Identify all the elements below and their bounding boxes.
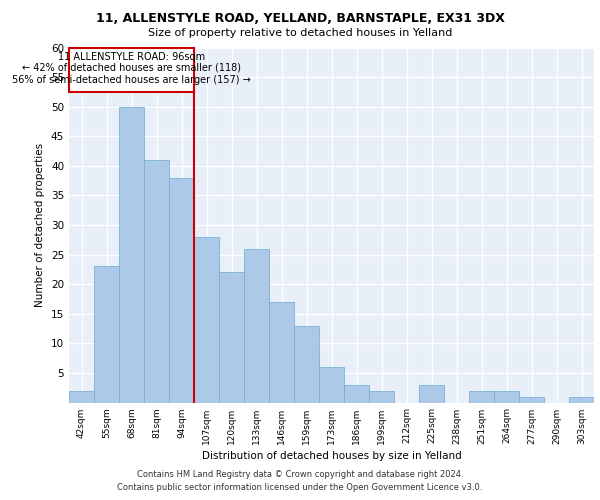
Bar [319, 367, 344, 402]
Y-axis label: Number of detached properties: Number of detached properties [35, 143, 46, 307]
Bar [144, 160, 169, 402]
X-axis label: Distribution of detached houses by size in Yelland: Distribution of detached houses by size … [202, 450, 461, 460]
Bar [194, 237, 219, 402]
Bar [244, 248, 269, 402]
Bar [69, 48, 194, 92]
Bar [94, 266, 119, 402]
Bar [219, 272, 244, 402]
Bar [119, 106, 144, 403]
Bar [494, 390, 519, 402]
Text: ← 42% of detached houses are smaller (118): ← 42% of detached houses are smaller (11… [22, 63, 241, 73]
Bar [169, 178, 194, 402]
Bar [469, 390, 494, 402]
Bar [569, 396, 594, 402]
Text: 11 ALLENSTYLE ROAD: 96sqm: 11 ALLENSTYLE ROAD: 96sqm [58, 52, 205, 62]
Bar [269, 302, 294, 402]
Bar [344, 385, 369, 402]
Text: 56% of semi-detached houses are larger (157) →: 56% of semi-detached houses are larger (… [12, 74, 251, 85]
Text: 11, ALLENSTYLE ROAD, YELLAND, BARNSTAPLE, EX31 3DX: 11, ALLENSTYLE ROAD, YELLAND, BARNSTAPLE… [95, 12, 505, 26]
Bar [519, 396, 544, 402]
Bar [369, 390, 394, 402]
Text: Contains HM Land Registry data © Crown copyright and database right 2024.
Contai: Contains HM Land Registry data © Crown c… [118, 470, 482, 492]
Bar [69, 390, 94, 402]
Bar [294, 326, 319, 402]
Text: Size of property relative to detached houses in Yelland: Size of property relative to detached ho… [148, 28, 452, 38]
Bar [419, 385, 444, 402]
